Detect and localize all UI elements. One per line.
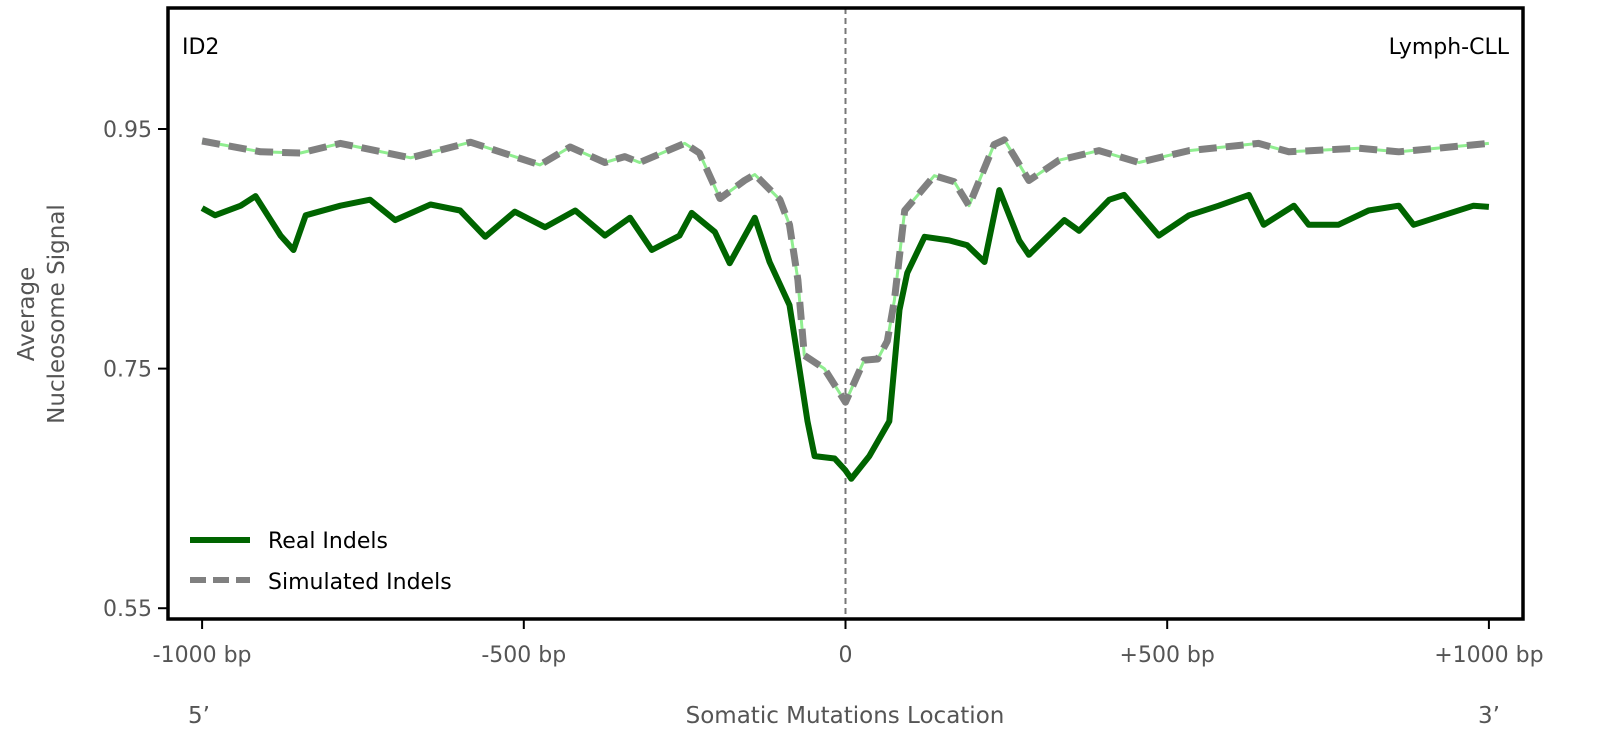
annotation-left: ID2 — [182, 35, 219, 60]
x-axis-5prime-label: 5’ — [188, 703, 210, 729]
simulated-indels-line — [201, 136, 1490, 406]
annotation-right: Lymph-CLL — [1389, 35, 1510, 60]
legend-real-label: Real Indels — [268, 529, 388, 554]
x-tick-label: -1000 bp — [153, 643, 252, 668]
y-tick-label: 0.95 — [103, 118, 152, 143]
y-axis-label-line1: Average — [14, 267, 40, 361]
y-axis-label-line2: Nucleosome Signal — [44, 204, 70, 424]
x-tick-label: +1000 bp — [1434, 643, 1543, 668]
x-tick-label: 0 — [839, 643, 853, 668]
x-tick-label: +500 bp — [1120, 643, 1215, 668]
legend-simulated-label: Simulated Indels — [268, 570, 452, 595]
y-tick-label: 0.75 — [103, 358, 152, 383]
x-axis-3prime-label: 3’ — [1478, 703, 1500, 729]
x-axis-label: Somatic Mutations Location — [686, 703, 1005, 729]
legend: Real Indels Simulated Indels — [190, 529, 452, 595]
real-indels-line — [200, 187, 1490, 482]
y-tick-label: 0.55 — [103, 597, 152, 622]
x-tick-label: -500 bp — [481, 643, 566, 668]
